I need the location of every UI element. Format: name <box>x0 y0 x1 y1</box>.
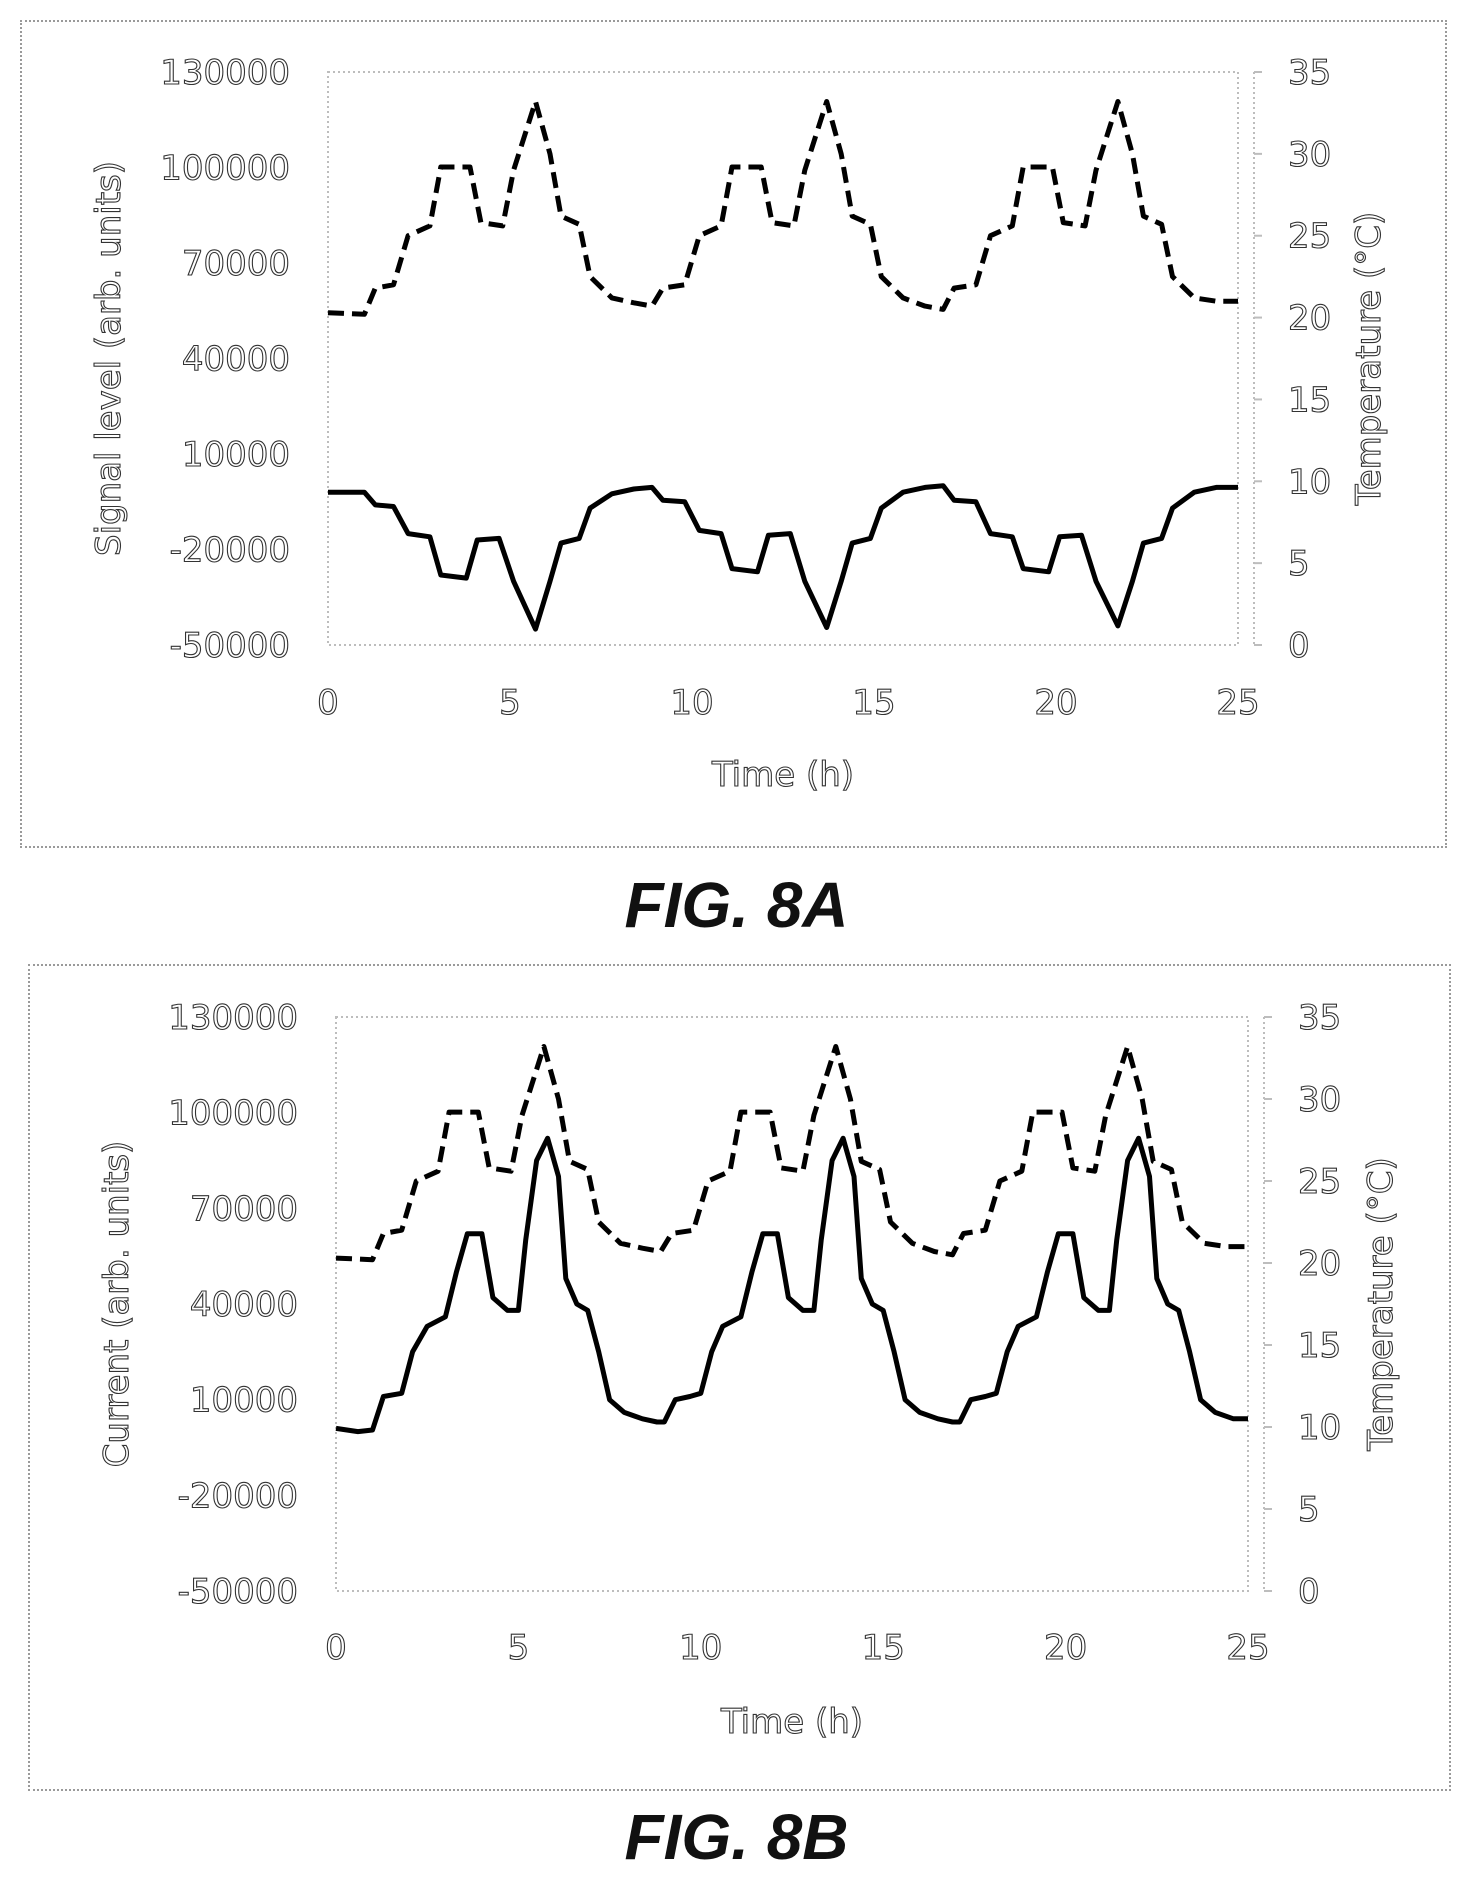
signal-series-line <box>335 1135 1248 1435</box>
figure-label-8b: FIG. 8B <box>624 1801 849 1873</box>
signal-series-line <box>328 483 1238 632</box>
y-tick-label: 40000 <box>190 1285 298 1325</box>
x-tick-label: 20 <box>1034 683 1077 723</box>
temperature-series-line <box>335 1044 1248 1263</box>
temperature-series-line <box>327 99 1238 317</box>
figure-8b-panel <box>28 964 1451 1791</box>
plot-area <box>335 1016 1249 1592</box>
y-tick-label: 10000 <box>190 1381 298 1421</box>
y-tick-label: -50000 <box>170 626 290 666</box>
y2-tick-label: 30 <box>1298 1080 1341 1120</box>
x-tick-label: 15 <box>852 683 895 723</box>
y-tick-label: 100000 <box>168 1094 298 1134</box>
y-tick-label: -20000 <box>178 1476 298 1516</box>
x-tick-label: 0 <box>317 683 339 723</box>
x-tick-label: 25 <box>1226 1628 1269 1668</box>
y2-tick-label: 15 <box>1288 380 1331 420</box>
y-tick-label: 70000 <box>182 244 290 284</box>
y-tick-label: 130000 <box>168 998 298 1038</box>
y2-tick-label: 10 <box>1288 462 1331 502</box>
y2-axis-title: Temperature (°C) <box>1349 212 1389 506</box>
y-tick-label: 100000 <box>160 149 290 189</box>
x-axis-title: Time (h) <box>720 1702 863 1742</box>
y2-tick-label: 5 <box>1288 544 1310 584</box>
plot-area <box>327 71 1239 646</box>
y2-tick-label: 25 <box>1288 217 1331 257</box>
y2-tick-label: 10 <box>1298 1408 1341 1448</box>
x-tick-label: 10 <box>670 683 713 723</box>
y-tick-label: 70000 <box>190 1189 298 1229</box>
x-tick-label: 25 <box>1216 683 1259 723</box>
figure-8a-panel <box>20 20 1447 848</box>
y2-tick-label: 20 <box>1288 299 1331 339</box>
y-tick-label: 10000 <box>182 435 290 475</box>
y2-tick-label: 25 <box>1298 1162 1341 1202</box>
y-axis-title: Current (arb. units) <box>97 1141 137 1468</box>
y-tick-label: -20000 <box>170 531 290 571</box>
y2-axis-title: Temperature (°C) <box>1361 1157 1401 1451</box>
y2-tick-label: 0 <box>1288 626 1310 666</box>
x-tick-label: 15 <box>862 1628 905 1668</box>
y-axis-title: Signal level (arb. units) <box>89 161 129 556</box>
x-tick-label: 0 <box>325 1628 347 1668</box>
y2-tick-label: 15 <box>1298 1326 1341 1366</box>
y-tick-label: -50000 <box>178 1572 298 1612</box>
chart-8a: -50000 -20000 10000 40000 70000 100000 130000 0… <box>88 52 1389 795</box>
x-tick-label: 10 <box>679 1628 722 1668</box>
y-tick-label: 40000 <box>182 340 290 380</box>
y2-tick-label: 35 <box>1298 998 1341 1038</box>
y2-tick-label: 0 <box>1298 1572 1320 1612</box>
y2-tick-label: 30 <box>1288 135 1331 175</box>
y2-tick-label: 20 <box>1298 1244 1341 1284</box>
y2-tick-label: 5 <box>1298 1490 1320 1530</box>
x-tick-label: 5 <box>499 683 521 723</box>
x-axis-title: Time (h) <box>711 755 854 795</box>
x-tick-label: 20 <box>1044 1628 1087 1668</box>
y-tick-label: 130000 <box>160 53 290 93</box>
figure-label-8a: FIG. 8A <box>624 869 849 941</box>
x-tick-label: 5 <box>508 1628 530 1668</box>
y2-tick-label: 35 <box>1288 53 1331 93</box>
